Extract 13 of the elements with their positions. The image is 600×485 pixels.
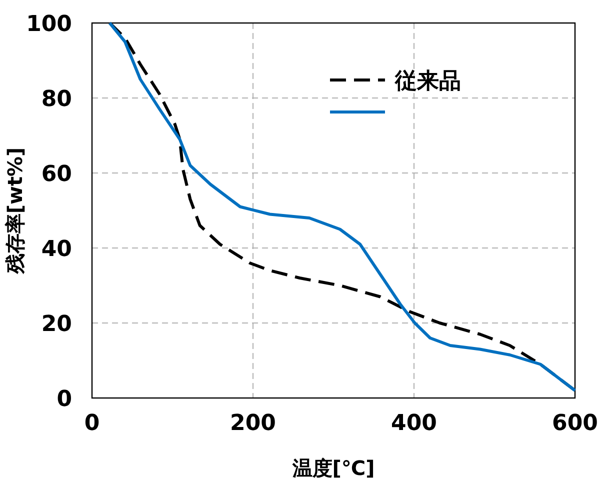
y-tick-label: 20 xyxy=(41,312,72,337)
x-tick-label: 200 xyxy=(230,411,276,436)
x-axis-title: 温度[℃] xyxy=(291,456,375,480)
y-tick-label: 100 xyxy=(26,12,72,37)
x-tick-label: 400 xyxy=(391,411,437,436)
y-tick-label: 0 xyxy=(56,387,72,412)
y-tick-label: 80 xyxy=(41,87,72,112)
legend-label: 従来品 xyxy=(394,69,461,94)
y-axis-title: 残存率[wt%] xyxy=(3,147,27,275)
y-tick-label: 60 xyxy=(41,162,72,187)
y-tick-label: 40 xyxy=(41,237,72,262)
x-tick-label: 0 xyxy=(84,411,100,436)
x-tick-label: 600 xyxy=(552,411,598,436)
